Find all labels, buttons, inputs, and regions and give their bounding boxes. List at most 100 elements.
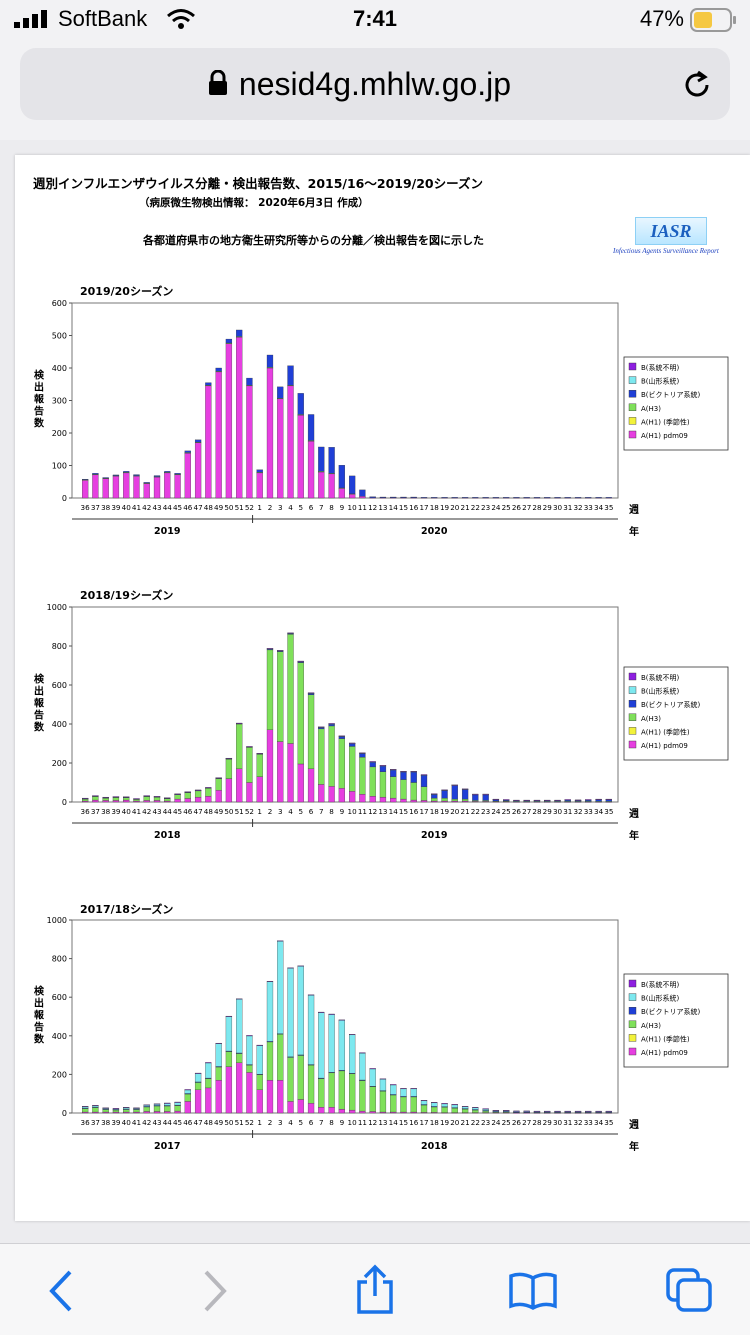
legend-label: A(H1) (季節性) — [641, 727, 690, 736]
bottom-toolbar — [0, 1243, 750, 1335]
x-tick-label: 35 — [604, 503, 613, 512]
x-tick-label: 8 — [329, 807, 334, 816]
bar-segment — [410, 1096, 417, 1113]
bar-segment — [338, 738, 345, 789]
x-tick-label: 4 — [288, 503, 293, 512]
bar-segment — [513, 799, 520, 801]
bar-segment — [236, 329, 243, 337]
bar-segment — [225, 758, 233, 779]
bar-segment — [194, 1081, 202, 1090]
bar-segment — [112, 796, 120, 798]
x-tick-label: 20 — [450, 503, 460, 512]
share-icon[interactable] — [354, 1264, 396, 1316]
chart-title: 2019/20シーズン — [80, 284, 173, 298]
bar-segment — [194, 1072, 202, 1074]
bar-segment — [574, 1110, 582, 1112]
x-tick-label: 44 — [163, 807, 173, 816]
carrier-label: SoftBank — [58, 6, 148, 31]
y-tick-label: 600 — [52, 681, 67, 690]
bar-segment — [246, 377, 253, 386]
back-icon[interactable] — [44, 1268, 76, 1314]
y-tick-label: 600 — [52, 993, 67, 1002]
bar-segment — [287, 743, 294, 803]
bar-segment — [574, 497, 582, 499]
legend-label: A(H1) pdm09 — [641, 432, 688, 440]
bar-segment — [441, 497, 448, 499]
bar-segment — [492, 798, 500, 800]
bar-segment — [482, 794, 489, 801]
bar-segment — [554, 1110, 561, 1112]
bar-segment — [112, 797, 120, 801]
bar-segment — [256, 469, 263, 473]
x-tick-label: 32 — [573, 503, 582, 512]
address-bar[interactable]: nesid4g.mhlw.go.jp — [20, 48, 730, 120]
tabs-icon[interactable] — [664, 1266, 714, 1314]
bar-segment — [246, 1072, 253, 1114]
y-tick-label: 600 — [52, 299, 67, 308]
bar-segment — [349, 1034, 356, 1036]
year-axis-label: 年 — [629, 525, 639, 538]
bar-segment — [225, 1051, 233, 1067]
bar-segment — [379, 1078, 387, 1091]
bar-segment — [164, 1111, 171, 1114]
bar-segment — [533, 799, 541, 801]
bar-segment — [184, 1101, 191, 1114]
bar-segment — [143, 483, 150, 499]
bar-segment — [410, 1088, 417, 1097]
bar-segment — [164, 471, 171, 473]
x-tick-label: 43 — [152, 1118, 161, 1127]
bar-segment — [92, 474, 99, 499]
bar-segment — [359, 753, 366, 758]
bar-segment — [133, 475, 140, 499]
bar-segment — [297, 414, 304, 499]
bar-segment — [277, 398, 284, 499]
bar-segment — [133, 799, 140, 802]
bar-segment — [143, 796, 150, 801]
y-axis-label-char: 検 — [34, 369, 45, 382]
bar-segment — [328, 723, 335, 725]
bar-segment — [349, 791, 356, 803]
bar-segment — [297, 763, 304, 803]
x-tick-label: 18 — [430, 503, 440, 512]
x-tick-label: 23 — [481, 1118, 490, 1127]
x-tick-label: 6 — [309, 503, 314, 512]
x-tick-label: 11 — [358, 1118, 367, 1127]
legend-swatch — [628, 430, 637, 439]
bar-segment — [328, 1072, 335, 1108]
legend-label: B(ビクトリア系統) — [641, 700, 701, 709]
legend-swatch — [628, 979, 637, 988]
bar-segment — [307, 694, 315, 769]
bar-segment — [184, 452, 191, 499]
x-tick-label: 8 — [329, 1118, 334, 1127]
bar-segment — [153, 800, 161, 803]
bookmarks-icon[interactable] — [508, 1270, 558, 1310]
week-axis-label: 週 — [629, 1119, 639, 1131]
bar-segment — [441, 1103, 448, 1107]
x-tick-label: 14 — [389, 503, 399, 512]
bar-segment — [318, 446, 325, 472]
bar-segment — [225, 343, 233, 499]
x-tick-label: 16 — [409, 503, 419, 512]
y-tick-label: 800 — [52, 955, 67, 964]
bar-segment — [359, 1080, 366, 1112]
bar-segment — [441, 789, 448, 791]
bar-segment — [307, 692, 315, 694]
bar-segment — [410, 782, 417, 801]
legend-swatch — [628, 403, 637, 412]
x-tick-label: 45 — [173, 807, 182, 816]
legend-swatch — [628, 993, 637, 1001]
lock-icon — [209, 70, 227, 95]
bar-segment — [564, 799, 571, 801]
forward-icon[interactable] — [200, 1268, 232, 1314]
bar-segment — [307, 768, 315, 803]
bar-segment — [369, 761, 376, 768]
y-axis-label-char: 出 — [34, 997, 44, 1010]
reload-icon[interactable] — [680, 68, 714, 102]
year-label: 2018 — [154, 830, 181, 841]
bar-segment — [215, 778, 222, 791]
bar-segment — [461, 798, 469, 802]
bar-segment — [164, 798, 171, 802]
legend-swatch — [628, 417, 637, 425]
bar-segment — [184, 798, 191, 803]
x-tick-label: 39 — [111, 1118, 121, 1127]
